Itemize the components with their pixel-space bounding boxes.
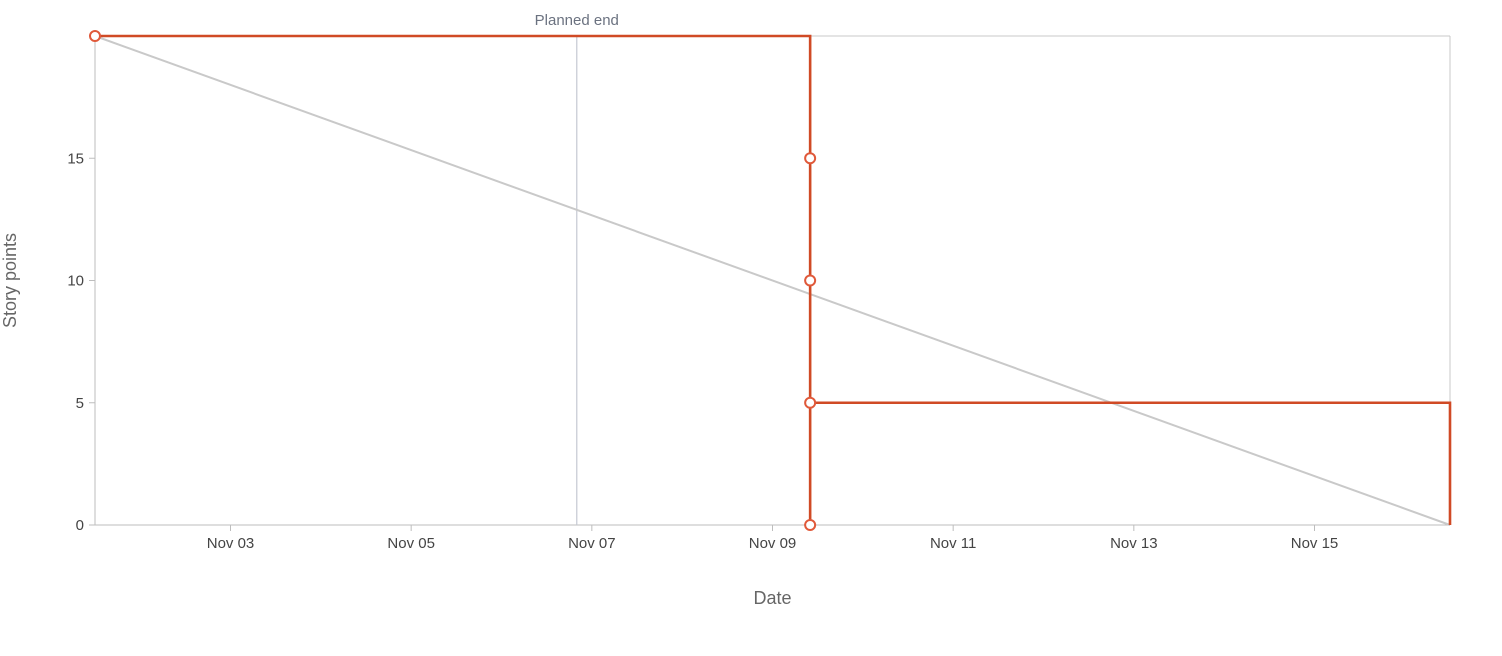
x-axis-title: Date [753, 588, 791, 608]
x-tick-label: Nov 13 [1110, 535, 1158, 552]
data-point-marker [804, 152, 817, 165]
y-tick-label: 0 [76, 517, 84, 534]
x-tick-label: Nov 11 [930, 535, 976, 552]
data-point-marker [804, 519, 817, 531]
x-tick-label: Nov 03 [207, 535, 255, 552]
planned-end-label: Planned end [535, 12, 619, 29]
x-tick-label: Nov 09 [749, 535, 797, 552]
data-point-marker [89, 30, 101, 42]
data-point-marker [804, 396, 817, 409]
y-tick-label: 10 [67, 273, 84, 290]
x-tick-label: Nov 05 [387, 535, 435, 552]
y-axis-title: Story points [0, 233, 20, 328]
x-tick-label: Nov 07 [568, 535, 616, 552]
y-tick-label: 5 [76, 395, 84, 412]
x-tick-label: Nov 15 [1291, 535, 1339, 552]
y-tick-label: 15 [67, 150, 84, 167]
data-point-marker [804, 274, 817, 287]
ideal-trend-line [94, 35, 1451, 526]
